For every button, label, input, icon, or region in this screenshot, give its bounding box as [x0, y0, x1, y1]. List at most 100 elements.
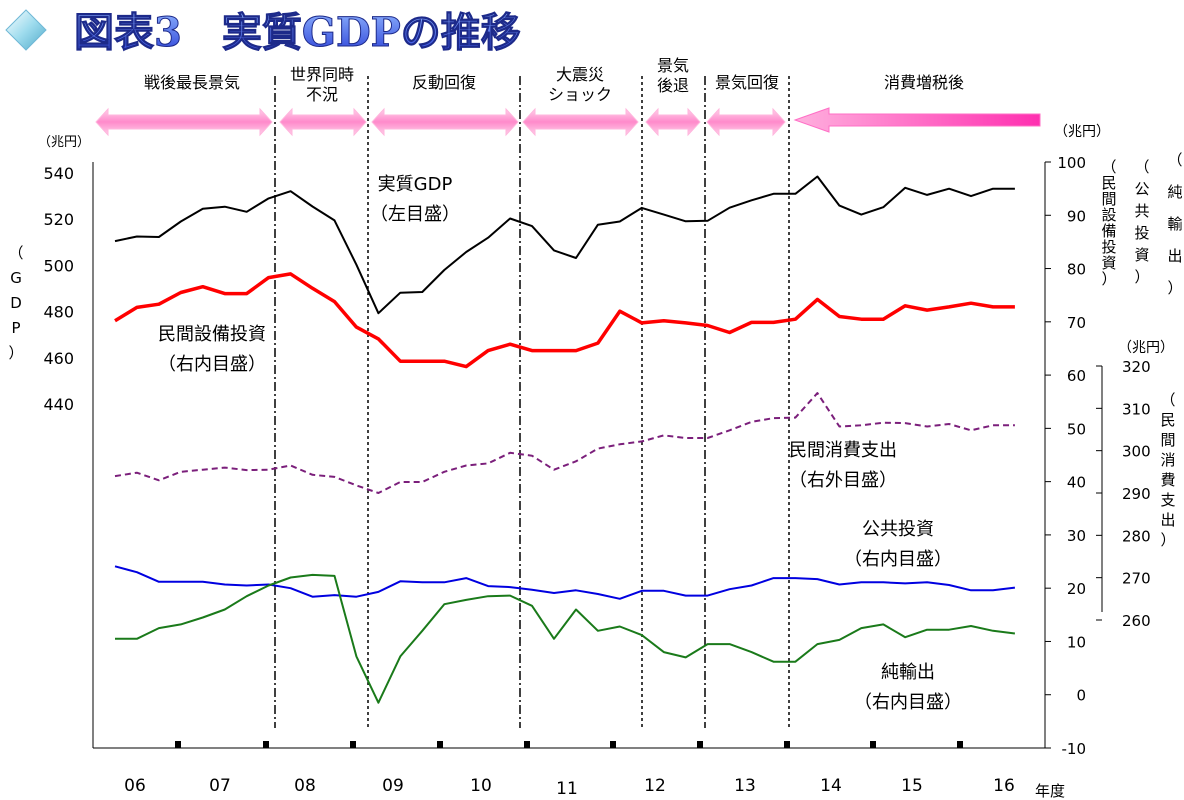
label-public-investment-vertical-char: ） [1134, 268, 1149, 286]
period-label-line: 後退 [657, 76, 689, 95]
period-label: 戦後最長景気 [144, 73, 240, 92]
series-line-2 [114, 392, 1015, 494]
label-private-investment-vertical-char: ） [1101, 270, 1116, 288]
period-arrow [522, 107, 639, 137]
label-public-investment-vertical-char: 資 [1134, 246, 1149, 264]
inner-axis-unit: （兆円） [1054, 124, 1110, 140]
left-axis-label-char: G [10, 269, 22, 287]
x-tick-label: 09 [382, 776, 404, 796]
outer-tick-label: 290 [1122, 485, 1151, 503]
x-tick-mark [437, 741, 443, 748]
inner-tick-label: 10 [1067, 633, 1086, 651]
label-net-exports-vertical: （ 純輸出 ） [1167, 151, 1182, 297]
label-consumption-vertical-char: ） [1160, 531, 1175, 549]
outer-axis-unit: （兆円） [1118, 340, 1174, 356]
series-line-0 [114, 175, 1015, 315]
left-tick-label: 520 [43, 210, 74, 229]
left-tick-label: 460 [43, 349, 74, 368]
x-axis-unit: 年度 [1035, 782, 1065, 800]
x-tick-label: 15 [901, 776, 923, 796]
period-arrow [645, 107, 701, 137]
period-label-line: 不況 [306, 85, 338, 104]
x-tick-label: 12 [644, 776, 666, 796]
left-axis-label-char: ） [8, 344, 23, 362]
label-consumption-vertical-char: 支 [1160, 491, 1175, 509]
x-tick-label: 16 [993, 776, 1015, 796]
series-annotation-label: （右内目盛） [854, 692, 962, 713]
label-private-investment-vertical-char: 資 [1101, 254, 1116, 272]
x-tick-label: 14 [820, 776, 842, 796]
label-net-exports-vertical-char: 純 [1167, 183, 1182, 201]
series-annotation-label: （右内目盛） [844, 549, 952, 570]
x-tick-mark [350, 741, 356, 748]
label-consumption-vertical-char: 出 [1160, 511, 1175, 529]
series-name-label: 実質GDP [378, 174, 453, 195]
left-tick-label: 440 [43, 395, 74, 414]
label-net-exports-vertical-char: 輸 [1167, 215, 1182, 233]
x-tick-mark [263, 741, 269, 748]
series-annotation-label: （右外目盛） [789, 470, 897, 491]
left-axis-label: （ GDP ） [8, 244, 23, 362]
x-tick-mark [610, 741, 616, 748]
chart-title: 図表3 実質GDPの推移 [74, 9, 521, 56]
label-consumption-vertical: （ 民間消費支出 ） [1160, 391, 1175, 549]
period-arrow [706, 107, 786, 137]
inner-tick-label: 100 [1057, 154, 1086, 172]
period-label-line: 世界同時 [290, 65, 354, 84]
inner-tick-label: 90 [1067, 207, 1086, 225]
x-tick-label: 07 [209, 776, 231, 796]
x-tick-label: 10 [470, 776, 492, 796]
outer-tick-label: 300 [1122, 443, 1151, 461]
period-arrow [95, 107, 273, 137]
x-tick-mark [870, 741, 876, 748]
period-label-line: 戦後最長景気 [144, 73, 240, 92]
x-tick-mark [697, 741, 703, 748]
left-tick-label: 540 [43, 164, 74, 183]
label-net-exports-vertical-char: ） [1167, 279, 1182, 297]
inner-tick-label: 60 [1067, 367, 1086, 385]
period-label: 反動回復 [412, 73, 476, 92]
period-label-line: 大震災 [556, 65, 604, 84]
period-label-line: 反動回復 [412, 73, 476, 92]
inner-tick-label: 50 [1067, 420, 1086, 438]
label-public-investment-vertical-char: 投 [1134, 224, 1149, 242]
label-private-investment-vertical-char: 備 [1101, 222, 1116, 240]
x-tick-mark [784, 741, 790, 748]
series-annotation-label: （右内目盛） [158, 354, 266, 375]
outer-tick-label: 320 [1122, 358, 1151, 376]
x-tick-mark [524, 741, 530, 748]
left-axis-label-char: D [10, 294, 22, 312]
label-consumption-vertical-char: （ [1160, 391, 1175, 409]
series-labels: 実質GDP （左目盛） 民間設備投資 （右内目盛） 民間消費支出 （右外目盛） 公共投資 （右… [158, 174, 962, 713]
period-arrow [279, 107, 367, 137]
inner-tick-label: 70 [1067, 314, 1086, 332]
series-name-label: 公共投資 [862, 519, 934, 540]
diamond-icon [5, 9, 47, 51]
label-consumption-vertical-char: 消 [1160, 451, 1175, 469]
series-line-4 [115, 573, 1016, 704]
period-label-line: 景気回復 [715, 73, 779, 92]
label-consumption-vertical-char: 間 [1160, 431, 1175, 449]
label-public-investment-vertical-char: 公 [1134, 180, 1149, 198]
inner-tick-label: 20 [1067, 580, 1086, 598]
x-tick-label: 13 [734, 776, 756, 796]
x-tick-mark [175, 741, 181, 748]
chart-header: 図表3 実質GDPの推移 [5, 9, 521, 57]
series-name-label: 純輸出 [881, 662, 935, 683]
axes: 440 460 480 500 520 540 （兆円） （ GDP ） -10 0 10 20 30 40 5… [8, 124, 1182, 800]
x-tick-mark [957, 741, 963, 748]
left-axis-label-char: P [11, 319, 20, 337]
label-net-exports-vertical-char: 出 [1167, 247, 1182, 265]
left-axis-unit: （兆円） [38, 135, 90, 150]
period-label: 景気回復 [715, 73, 779, 92]
inner-tick-label: 80 [1067, 261, 1086, 279]
label-net-exports-vertical-char: （ [1167, 151, 1182, 169]
left-tick-label: 480 [43, 303, 74, 322]
x-tick-label: 08 [294, 776, 316, 796]
series [114, 175, 1016, 704]
period-arrow-left [793, 107, 1041, 133]
label-consumption-vertical-char: 費 [1160, 471, 1175, 489]
series-name-label: 民間設備投資 [158, 324, 266, 345]
